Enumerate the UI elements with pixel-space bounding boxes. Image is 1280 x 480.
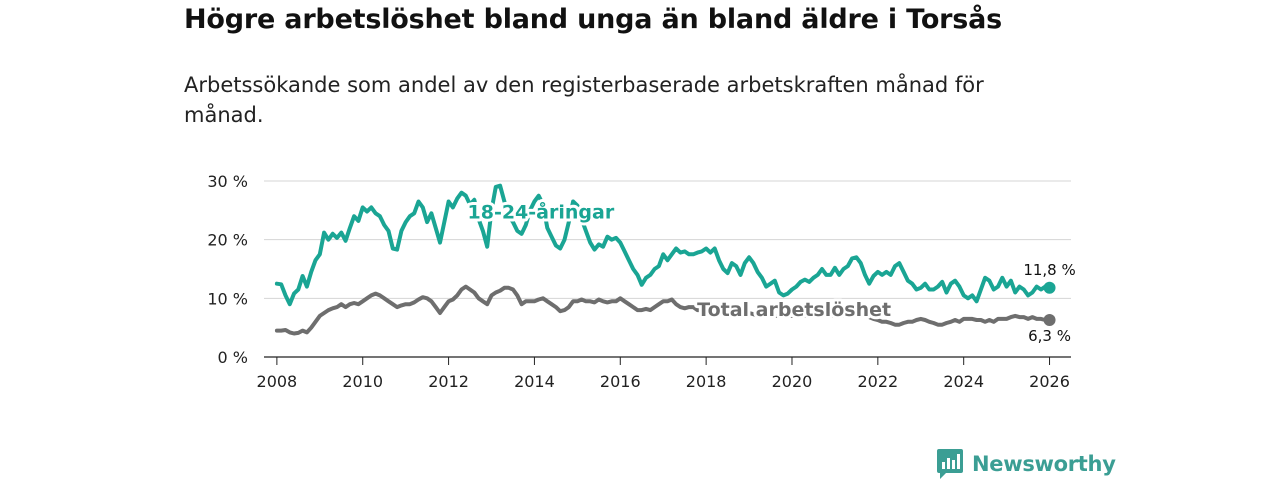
series-line-total-arbetsl-shet (274, 284, 1052, 336)
gridlines (264, 180, 1071, 358)
bar-chart-icon (937, 449, 963, 479)
y-tick-label: 30 % (207, 172, 248, 191)
end-value-label: 6,3 % (1028, 327, 1071, 345)
y-axis-ticks: 0 % 10 % 20 % 30 % (207, 172, 248, 367)
x-tick-label: 2024 (943, 372, 984, 391)
chart-title: Högre arbetslöshet bland unga än bland ä… (184, 4, 1003, 35)
series-label: Total arbetslöshet (697, 299, 891, 321)
x-tick-label: 2016 (600, 372, 641, 391)
x-tick-label: 2022 (857, 372, 898, 391)
series-labels: 11,8 % 6,3 % 18-24-åringar Total arbetslösh… (465, 197, 1076, 346)
x-tick-label: 2010 (342, 372, 383, 391)
x-axis-ticks: 2008 2010 2012 2014 2016 2018 2020 2022 2024 2026 (257, 357, 1070, 391)
x-tick-label: 2008 (257, 372, 298, 391)
end-point-marker (1043, 314, 1056, 327)
y-tick-label: 20 % (207, 231, 248, 250)
series-label: 18-24-åringar (468, 200, 615, 224)
x-tick-label: 2020 (772, 372, 813, 391)
x-tick-label: 2012 (428, 372, 469, 391)
y-tick-label: 10 % (207, 289, 248, 308)
x-tick-label: 2026 (1029, 372, 1070, 391)
chart-subtitle: Arbetssökande som andel av den registerb… (184, 73, 984, 127)
x-tick-label: 2014 (514, 372, 555, 391)
series-line-18-24-ringar (274, 183, 1052, 307)
end-point-marker (1043, 281, 1056, 294)
series-lines (274, 183, 1056, 336)
x-tick-label: 2018 (686, 372, 727, 391)
brand-name: Newsworthy (972, 452, 1116, 476)
newsworthy-logo: Newsworthy (937, 449, 1116, 479)
end-value-label: 11,8 % (1023, 261, 1075, 279)
y-tick-label: 0 % (218, 348, 248, 367)
